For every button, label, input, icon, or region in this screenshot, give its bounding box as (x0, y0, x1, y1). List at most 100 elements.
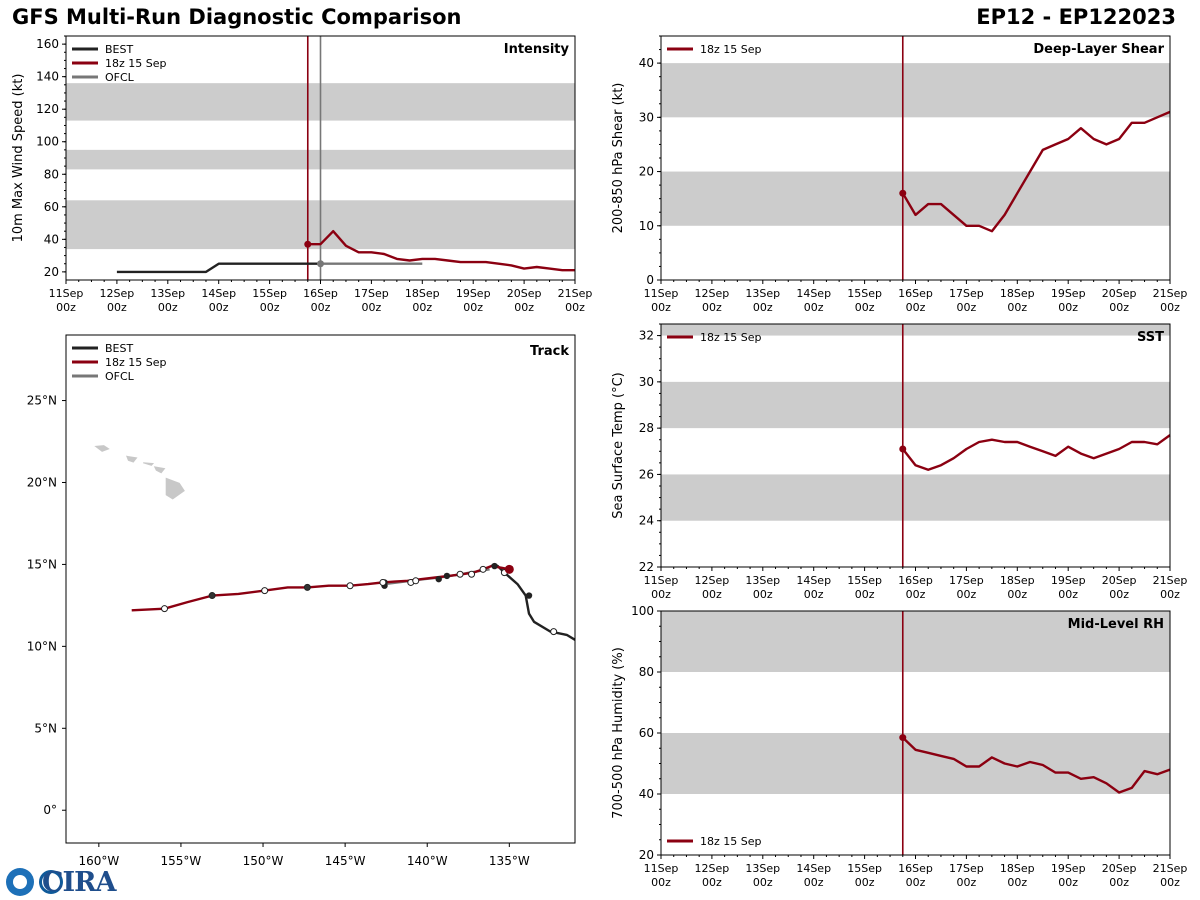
threshold-band (661, 474, 1170, 521)
y-tick-label: 24 (639, 514, 654, 528)
x-tick-label: 19Sep (1051, 287, 1086, 300)
panel-title: Deep-Layer Shear (1033, 42, 1164, 57)
run-fix-marker (208, 592, 216, 600)
x-tick-label: 15Sep (847, 287, 882, 300)
island-shape (143, 462, 155, 466)
island-shape (165, 477, 185, 500)
y-tick-label: 120 (36, 102, 59, 116)
y-tick-label: 40 (639, 56, 654, 70)
y-tick-label: 40 (44, 232, 59, 246)
rh-panel: 11Sep00z12Sep00z13Sep00z14Sep00z15Sep00z… (611, 604, 1187, 889)
run-fix-marker (303, 583, 311, 591)
x-tick-label: 19Sep (1051, 862, 1086, 875)
x-tick-sublabel: 00z (1058, 876, 1078, 889)
lat-tick-label: 15°N (27, 557, 57, 571)
noaa-logo-icon (6, 868, 34, 896)
x-tick-label: 13Sep (745, 862, 780, 875)
x-tick-label: 19Sep (1051, 574, 1086, 587)
x-tick-sublabel: 00z (463, 301, 483, 314)
legend-label: 18z 15 Sep (700, 835, 762, 848)
threshold-band (661, 324, 1170, 336)
y-axis-label: Sea Surface Temp (°C) (611, 372, 626, 519)
x-tick-label: 12Sep (695, 862, 730, 875)
x-tick-label: 21Sep (1153, 574, 1188, 587)
legend-label: 18z 15 Sep (700, 331, 762, 344)
x-tick-sublabel: 00z (260, 301, 280, 314)
x-tick-label: 13Sep (150, 287, 185, 300)
cira-globe-icon (39, 870, 63, 894)
x-tick-label: 17Sep (949, 574, 984, 587)
legend-label: OFCL (105, 71, 135, 84)
ofcl-fix-marker (468, 570, 476, 578)
x-tick-sublabel: 00z (209, 301, 229, 314)
y-tick-label: 80 (639, 665, 654, 679)
y-tick-label: 100 (631, 604, 654, 618)
storm-id-title: EP12 - EP122023 (976, 5, 1176, 29)
map-frame (65, 334, 576, 844)
plot-area (661, 324, 1170, 567)
y-tick-label: 60 (639, 726, 654, 740)
threshold-band (661, 611, 1170, 672)
x-tick-sublabel: 00z (56, 301, 76, 314)
x-tick-sublabel: 00z (1007, 301, 1027, 314)
lat-tick-label: 0° (43, 803, 57, 817)
x-tick-label: 14Sep (201, 287, 236, 300)
x-tick-sublabel: 00z (1109, 301, 1129, 314)
x-tick-sublabel: 00z (753, 588, 773, 601)
x-tick-label: 17Sep (949, 862, 984, 875)
x-tick-label: 18Sep (1000, 287, 1035, 300)
intensity-panel: 11Sep00z12Sep00z13Sep00z14Sep00z15Sep00z… (11, 35, 592, 314)
lon-tick-label: 140°W (407, 854, 448, 868)
legend-label: BEST (105, 43, 133, 56)
legend-label: 18z 15 Sep (105, 356, 167, 369)
x-tick-label: 12Sep (695, 287, 730, 300)
series-line-18z-15-sep (901, 110, 1171, 233)
x-tick-label: 12Sep (100, 287, 135, 300)
series-start-marker (899, 734, 907, 742)
x-tick-label: 20Sep (1102, 862, 1137, 875)
series-line-18z-15-sep (901, 736, 1171, 794)
x-tick-sublabel: 00z (1007, 876, 1027, 889)
x-tick-label: 17Sep (354, 287, 389, 300)
x-tick-sublabel: 00z (1109, 876, 1129, 889)
y-tick-label: 60 (44, 200, 59, 214)
x-tick-label: 13Sep (745, 574, 780, 587)
x-tick-label: 12Sep (695, 574, 730, 587)
x-tick-label: 11Sep (644, 574, 679, 587)
x-tick-label: 15Sep (252, 287, 287, 300)
x-tick-label: 21Sep (1153, 862, 1188, 875)
y-tick-label: 160 (36, 37, 59, 51)
x-tick-label: 14Sep (796, 287, 831, 300)
y-tick-label: 0 (646, 273, 654, 287)
y-tick-label: 20 (639, 165, 654, 179)
y-tick-label: 10 (639, 219, 654, 233)
run-fix-marker (346, 582, 354, 590)
x-tick-sublabel: 00z (804, 588, 824, 601)
best-fix-marker (443, 572, 451, 580)
series-start-marker (899, 445, 907, 453)
x-tick-label: 20Sep (507, 287, 542, 300)
x-tick-label: 18Sep (405, 287, 440, 300)
legend-label: 18z 15 Sep (700, 43, 762, 56)
island-shape (126, 455, 138, 463)
x-tick-sublabel: 00z (702, 588, 722, 601)
track-panel: 160°W 155°W 150°W 145°W 140°W 135°W 0° 5°N 10°N 1… (27, 334, 576, 868)
x-tick-label: 11Sep (644, 862, 679, 875)
x-tick-sublabel: 00z (514, 301, 534, 314)
x-tick-sublabel: 00z (753, 301, 773, 314)
lon-tick-label: 155°W (161, 854, 202, 868)
threshold-band (661, 63, 1170, 118)
x-tick-label: 14Sep (796, 574, 831, 587)
y-tick-label: 100 (36, 135, 59, 149)
x-tick-sublabel: 00z (1160, 301, 1180, 314)
ofcl-start-marker (317, 260, 324, 268)
sst-panel: 11Sep00z12Sep00z13Sep00z14Sep00z15Sep00z… (611, 323, 1188, 601)
shear-panel: 11Sep00z12Sep00z13Sep00z14Sep00z15Sep00z… (611, 35, 1187, 314)
x-tick-label: 16Sep (898, 862, 933, 875)
threshold-band (661, 733, 1170, 794)
x-tick-label: 15Sep (847, 862, 882, 875)
island-shape (94, 445, 110, 452)
x-tick-sublabel: 00z (957, 301, 977, 314)
lon-tick-label: 145°W (325, 854, 366, 868)
